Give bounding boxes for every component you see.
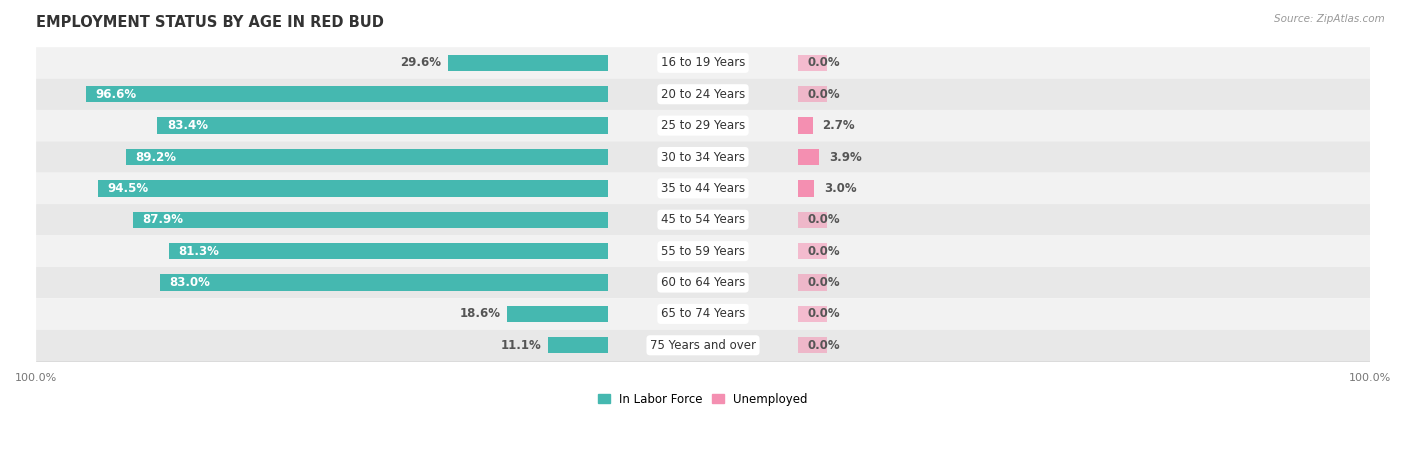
Text: 0.0%: 0.0% — [808, 56, 841, 69]
FancyBboxPatch shape — [37, 141, 1406, 173]
Bar — [799, 86, 827, 102]
Text: 83.0%: 83.0% — [169, 276, 209, 289]
Text: 35 to 44 Years: 35 to 44 Years — [661, 182, 745, 195]
Bar — [799, 212, 827, 228]
Bar — [799, 274, 827, 291]
Text: 96.6%: 96.6% — [96, 88, 136, 101]
FancyBboxPatch shape — [37, 267, 1406, 298]
Bar — [157, 117, 607, 134]
Text: 25 to 29 Years: 25 to 29 Years — [661, 119, 745, 132]
Text: 20 to 24 Years: 20 to 24 Years — [661, 88, 745, 101]
Text: 29.6%: 29.6% — [401, 56, 441, 69]
Bar — [799, 243, 827, 259]
Bar — [169, 243, 607, 259]
Text: 0.0%: 0.0% — [808, 308, 841, 320]
Bar — [160, 274, 607, 291]
Bar — [449, 55, 607, 71]
Text: 0.0%: 0.0% — [808, 244, 841, 258]
Text: 30 to 34 Years: 30 to 34 Years — [661, 151, 745, 164]
Text: 3.0%: 3.0% — [824, 182, 856, 195]
Bar — [799, 180, 814, 197]
FancyBboxPatch shape — [37, 110, 1406, 141]
Bar — [799, 337, 827, 354]
Bar — [548, 337, 607, 354]
FancyBboxPatch shape — [37, 78, 1406, 110]
Text: 60 to 64 Years: 60 to 64 Years — [661, 276, 745, 289]
Bar — [508, 306, 607, 322]
FancyBboxPatch shape — [37, 330, 1406, 361]
FancyBboxPatch shape — [37, 298, 1406, 330]
Text: 16 to 19 Years: 16 to 19 Years — [661, 56, 745, 69]
Bar — [799, 117, 813, 134]
Bar — [799, 306, 827, 322]
Text: 65 to 74 Years: 65 to 74 Years — [661, 308, 745, 320]
Text: EMPLOYMENT STATUS BY AGE IN RED BUD: EMPLOYMENT STATUS BY AGE IN RED BUD — [37, 15, 384, 30]
Text: 2.7%: 2.7% — [823, 119, 855, 132]
Bar — [97, 180, 607, 197]
Bar — [134, 212, 607, 228]
Bar — [86, 86, 607, 102]
Text: 18.6%: 18.6% — [460, 308, 501, 320]
Text: 11.1%: 11.1% — [501, 339, 541, 352]
Bar — [799, 149, 820, 165]
FancyBboxPatch shape — [37, 173, 1406, 204]
Text: 0.0%: 0.0% — [808, 88, 841, 101]
Text: 55 to 59 Years: 55 to 59 Years — [661, 244, 745, 258]
Text: 87.9%: 87.9% — [143, 213, 184, 226]
Text: 75 Years and over: 75 Years and over — [650, 339, 756, 352]
Legend: In Labor Force, Unemployed: In Labor Force, Unemployed — [593, 388, 813, 410]
Text: 89.2%: 89.2% — [136, 151, 177, 164]
FancyBboxPatch shape — [37, 235, 1406, 267]
FancyBboxPatch shape — [37, 204, 1406, 235]
Text: 3.9%: 3.9% — [830, 151, 862, 164]
Text: 45 to 54 Years: 45 to 54 Years — [661, 213, 745, 226]
Text: 0.0%: 0.0% — [808, 276, 841, 289]
Bar — [799, 55, 827, 71]
Text: 0.0%: 0.0% — [808, 213, 841, 226]
Bar — [127, 149, 607, 165]
Text: 94.5%: 94.5% — [107, 182, 148, 195]
Text: 83.4%: 83.4% — [167, 119, 208, 132]
Text: 0.0%: 0.0% — [808, 339, 841, 352]
Text: 81.3%: 81.3% — [179, 244, 219, 258]
Text: Source: ZipAtlas.com: Source: ZipAtlas.com — [1274, 14, 1385, 23]
FancyBboxPatch shape — [37, 47, 1406, 78]
